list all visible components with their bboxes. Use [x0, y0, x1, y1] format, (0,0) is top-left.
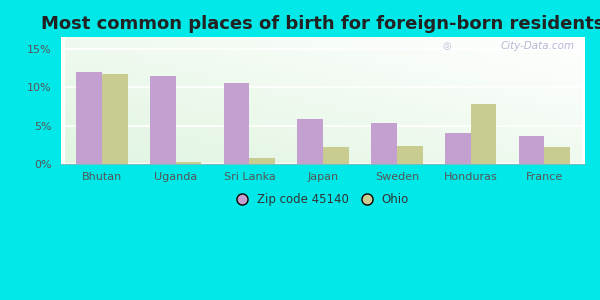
Bar — [371, 123, 397, 164]
Bar — [76, 72, 102, 164]
Bar — [298, 119, 323, 164]
Bar — [224, 83, 250, 164]
Bar — [470, 104, 496, 164]
Text: ◎: ◎ — [443, 41, 451, 51]
Bar — [544, 147, 570, 164]
Bar — [397, 146, 423, 164]
Bar — [250, 158, 275, 164]
Legend: Zip code 45140, Ohio: Zip code 45140, Ohio — [233, 189, 413, 211]
Text: City-Data.com: City-Data.com — [500, 41, 575, 51]
Bar — [176, 162, 202, 164]
Bar — [102, 74, 128, 164]
Bar — [150, 76, 176, 164]
Bar — [323, 147, 349, 164]
Title: Most common places of birth for foreign-born residents: Most common places of birth for foreign-… — [41, 15, 600, 33]
Bar — [445, 133, 470, 164]
Bar — [518, 136, 544, 164]
